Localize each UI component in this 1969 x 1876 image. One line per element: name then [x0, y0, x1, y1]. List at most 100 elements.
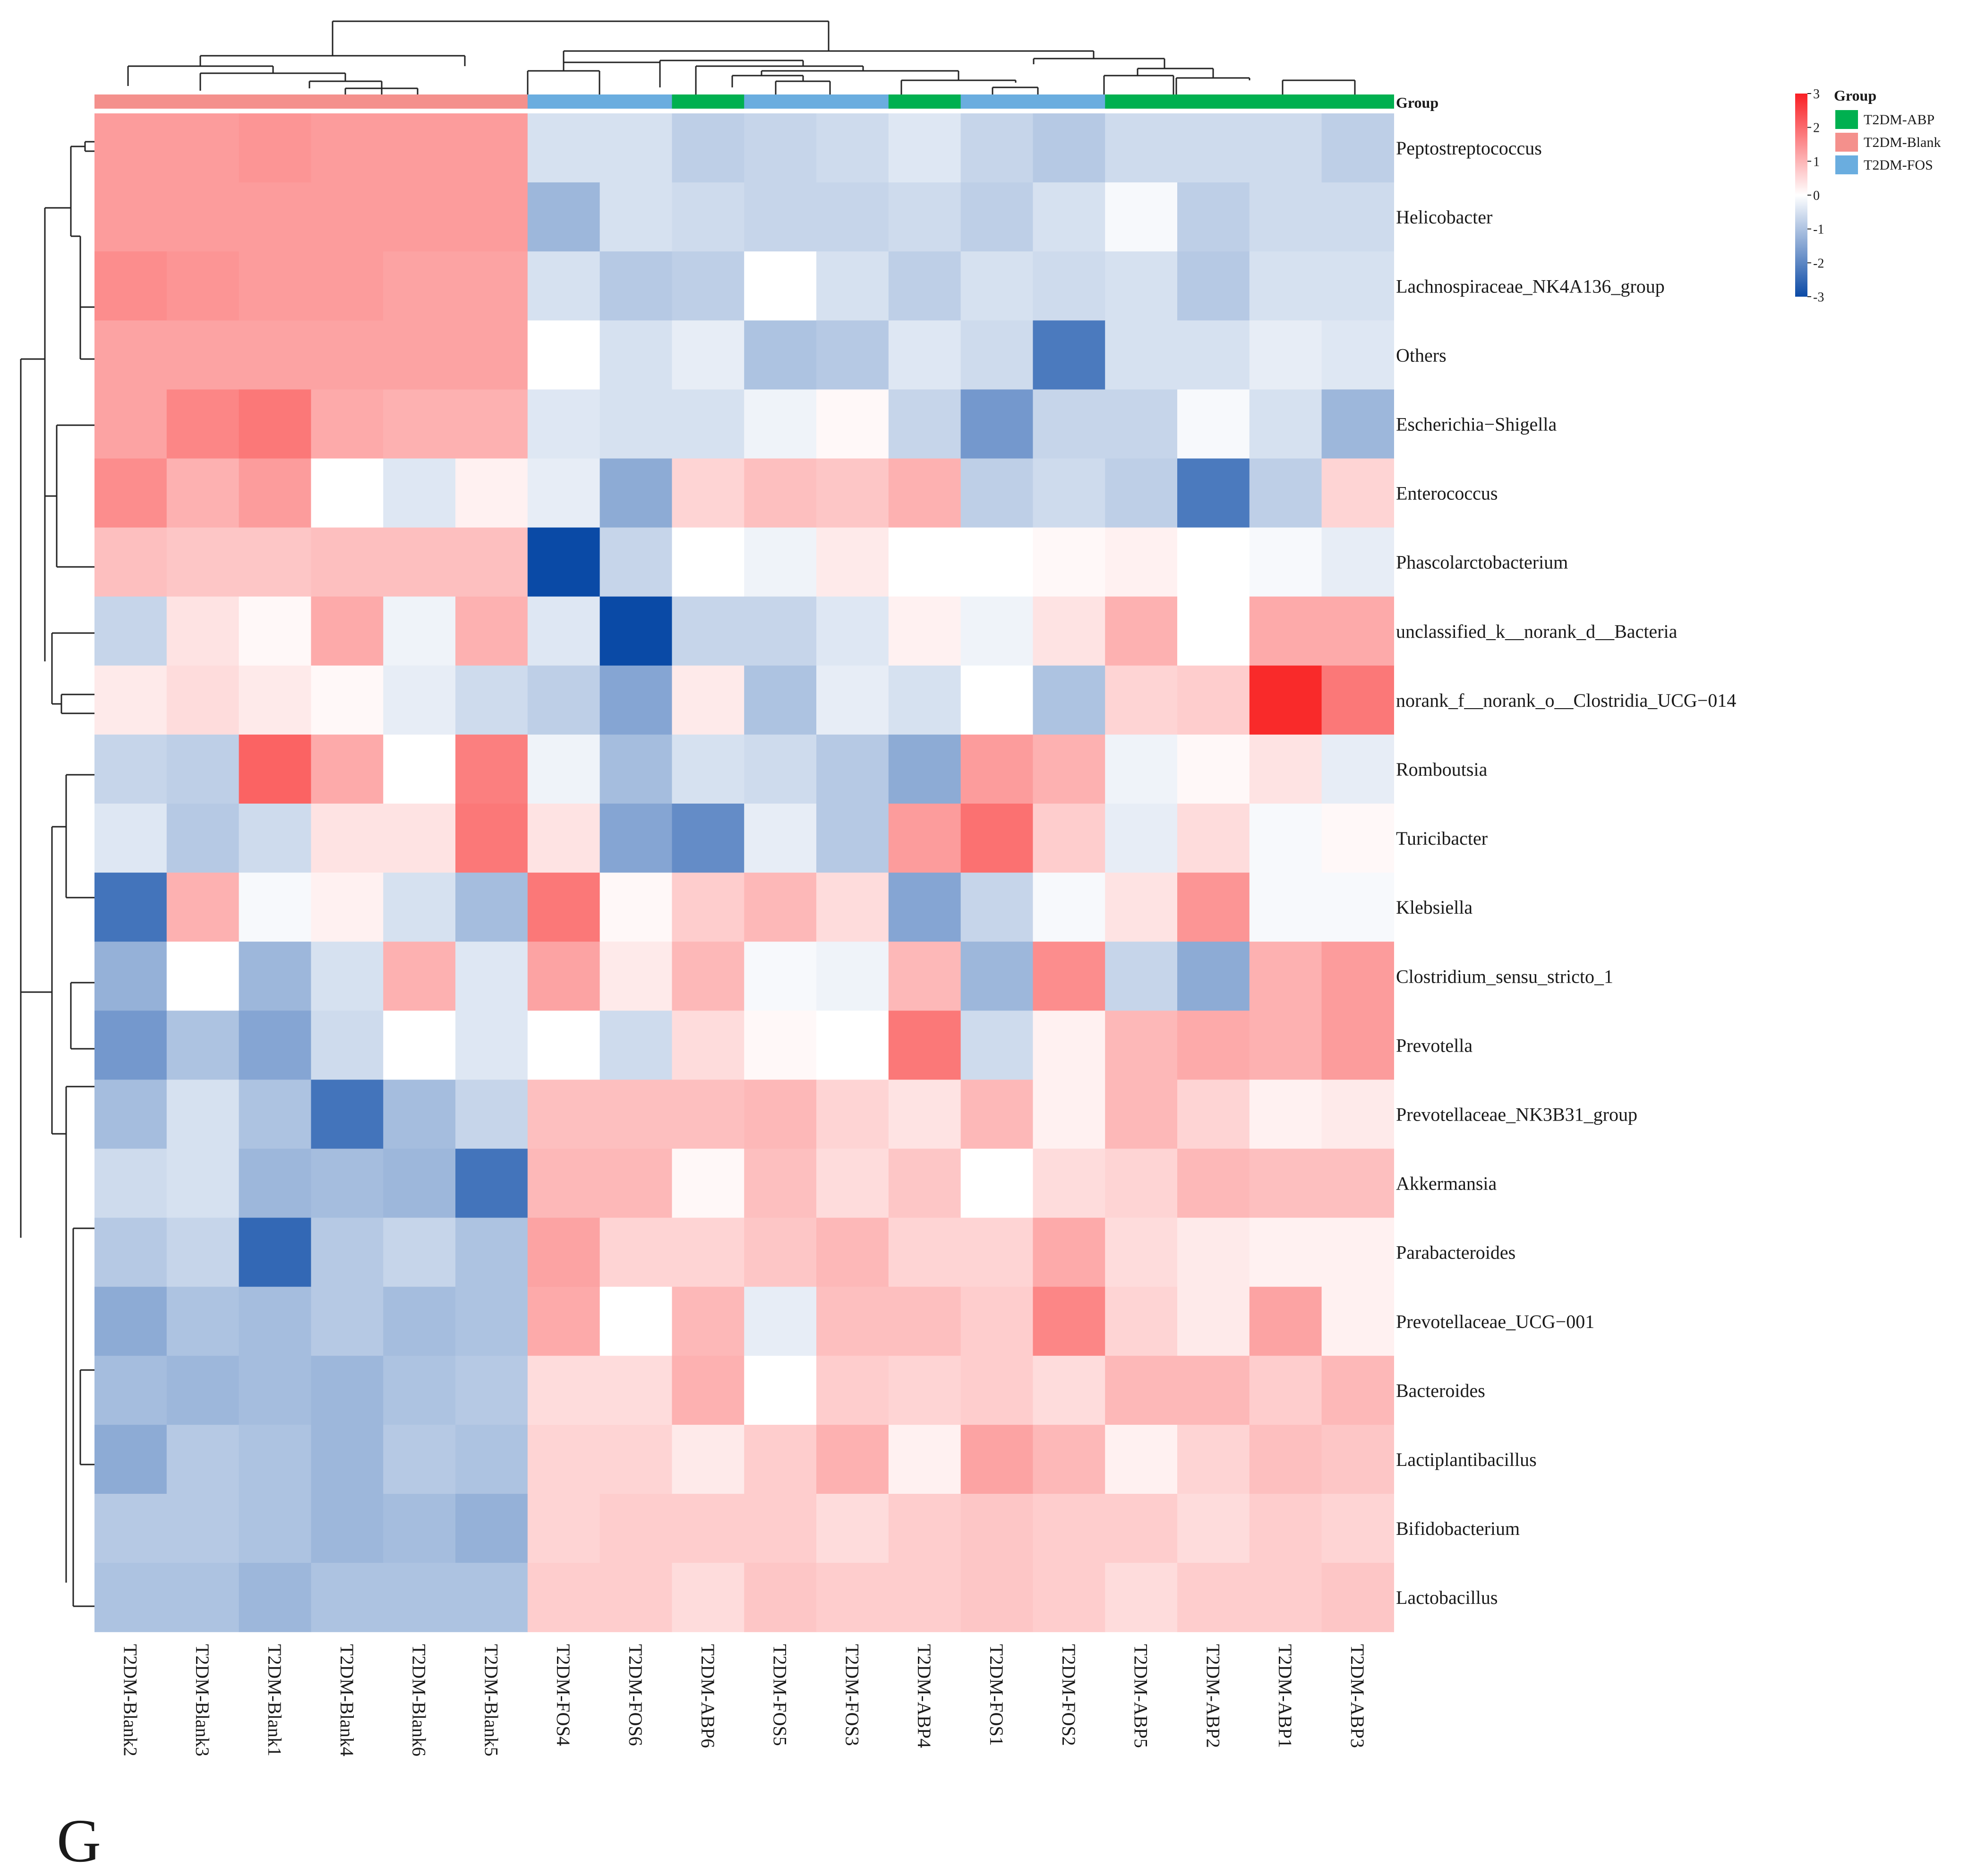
- heatmap-cell: [1321, 1563, 1394, 1632]
- heatmap-cell: [816, 665, 889, 735]
- heatmap-cell: [311, 1494, 384, 1563]
- heatmap-cell: [311, 1286, 384, 1356]
- heatmap-cell: [816, 1355, 889, 1425]
- group-bar-segment: [744, 94, 817, 109]
- heatmap-cell: [1177, 734, 1250, 804]
- heatmap-cell: [455, 1563, 528, 1632]
- heatmap-cell: [1177, 804, 1250, 873]
- heatmap-cell: [1321, 734, 1394, 804]
- heatmap-cell: [1105, 1355, 1178, 1425]
- heatmap-cell: [888, 596, 961, 666]
- heatmap-cell: [311, 942, 384, 1011]
- heatmap-cell: [166, 873, 240, 942]
- row-label: Others: [1396, 344, 1447, 366]
- heatmap-cell: [383, 527, 456, 597]
- heatmap-cell: [166, 665, 240, 735]
- heatmap-cell: [1249, 1217, 1322, 1287]
- heatmap-cell: [1177, 665, 1250, 735]
- row-label: unclassified_k__norank_d__Bacteria: [1396, 621, 1678, 642]
- heatmap-cell: [94, 458, 167, 528]
- heatmap-cell: [744, 942, 817, 1011]
- heatmap-cell: [239, 1217, 311, 1287]
- heatmap-cell: [960, 1148, 1033, 1218]
- heatmap-cell: [744, 320, 817, 390]
- heatmap-cell: [455, 734, 528, 804]
- heatmap-cell: [1321, 1494, 1394, 1563]
- heatmap-cell: [94, 596, 167, 666]
- heatmap-cell: [239, 734, 311, 804]
- heatmap-cell: [1177, 1011, 1250, 1080]
- heatmap-cell: [1033, 665, 1105, 735]
- colorbar-tick-label: 2: [1813, 121, 1820, 136]
- heatmap-cell: [455, 665, 528, 735]
- heatmap-cell: [1177, 1424, 1250, 1494]
- heatmap-cell: [383, 389, 456, 459]
- heatmap-cell: [744, 873, 817, 942]
- heatmap-cell: [455, 527, 528, 597]
- heatmap-cell: [239, 1148, 311, 1218]
- heatmap-cell: [455, 1286, 528, 1356]
- heatmap-cell: [888, 251, 961, 321]
- heatmap-cell: [1105, 113, 1178, 183]
- heatmap-cell: [1033, 182, 1105, 252]
- column-label: T2DM-ABP6: [697, 1644, 719, 1748]
- heatmap-cell: [239, 320, 311, 390]
- heatmap-cell: [888, 1011, 961, 1080]
- heatmap-cell: [1249, 389, 1322, 459]
- heatmap-cell: [1177, 527, 1250, 597]
- heatmap-cell: [960, 1424, 1033, 1494]
- heatmap-cell: [1033, 596, 1105, 666]
- heatmap-cell: [960, 1286, 1033, 1356]
- heatmap-cell: [744, 1286, 817, 1356]
- heatmap-cell: [1033, 942, 1105, 1011]
- legend-swatch: [1835, 133, 1858, 152]
- heatmap-cell: [672, 320, 745, 390]
- heatmap-cell: [94, 1011, 167, 1080]
- heatmap-cell: [239, 527, 311, 597]
- heatmap-cell: [383, 251, 456, 321]
- column-dendrogram: [127, 20, 1356, 94]
- heatmap-cell: [816, 1424, 889, 1494]
- column-label: T2DM-FOS4: [553, 1644, 574, 1746]
- heatmap-cell: [888, 458, 961, 528]
- heatmap-cell: [888, 1217, 961, 1287]
- heatmap-cell: [599, 1286, 672, 1356]
- heatmap-cell: [744, 804, 817, 873]
- heatmap-cell: [455, 458, 528, 528]
- heatmap-cell: [816, 182, 889, 252]
- heatmap-cells: [94, 113, 1394, 1632]
- heatmap-cell: [94, 942, 167, 1011]
- heatmap-cell: [455, 251, 528, 321]
- heatmap-cell: [744, 665, 817, 735]
- heatmap-cell: [94, 1494, 167, 1563]
- heatmap-cell: [1321, 1148, 1394, 1218]
- heatmap-cell: [672, 251, 745, 321]
- heatmap-cell: [166, 320, 240, 390]
- heatmap-cell: [527, 389, 600, 459]
- heatmap-cell: [960, 458, 1033, 528]
- heatmap-cell: [888, 873, 961, 942]
- heatmap-cell: [1249, 873, 1322, 942]
- heatmap-cell: [527, 942, 600, 1011]
- heatmap-cell: [1321, 873, 1394, 942]
- heatmap-cell: [599, 113, 672, 183]
- heatmap-cell: [816, 1011, 889, 1080]
- column-labels: T2DM-Blank2 T2DM-Blank3 T2DM-Blank1 T2DM-Bl…: [120, 1644, 1368, 1756]
- heatmap-cell: [1177, 1286, 1250, 1356]
- column-label: T2DM-ABP3: [1347, 1644, 1368, 1748]
- heatmap-cell: [1105, 458, 1178, 528]
- group-annotation-label: Group: [1396, 94, 1438, 111]
- column-label: T2DM-Blank1: [264, 1644, 285, 1756]
- heatmap-cell: [816, 873, 889, 942]
- heatmap-cell: [672, 113, 745, 183]
- heatmap-cell: [888, 113, 961, 183]
- heatmap-cell: [1033, 1011, 1105, 1080]
- colorbar-tick-label: -1: [1813, 223, 1824, 237]
- heatmap-cell: [311, 665, 384, 735]
- heatmap-cell: [744, 113, 817, 183]
- heatmap-cell: [455, 1355, 528, 1425]
- column-label: T2DM-Blank4: [336, 1644, 358, 1756]
- heatmap-cell: [455, 942, 528, 1011]
- group-bar-segment: [816, 94, 889, 109]
- group-bar-segment: [1177, 94, 1250, 109]
